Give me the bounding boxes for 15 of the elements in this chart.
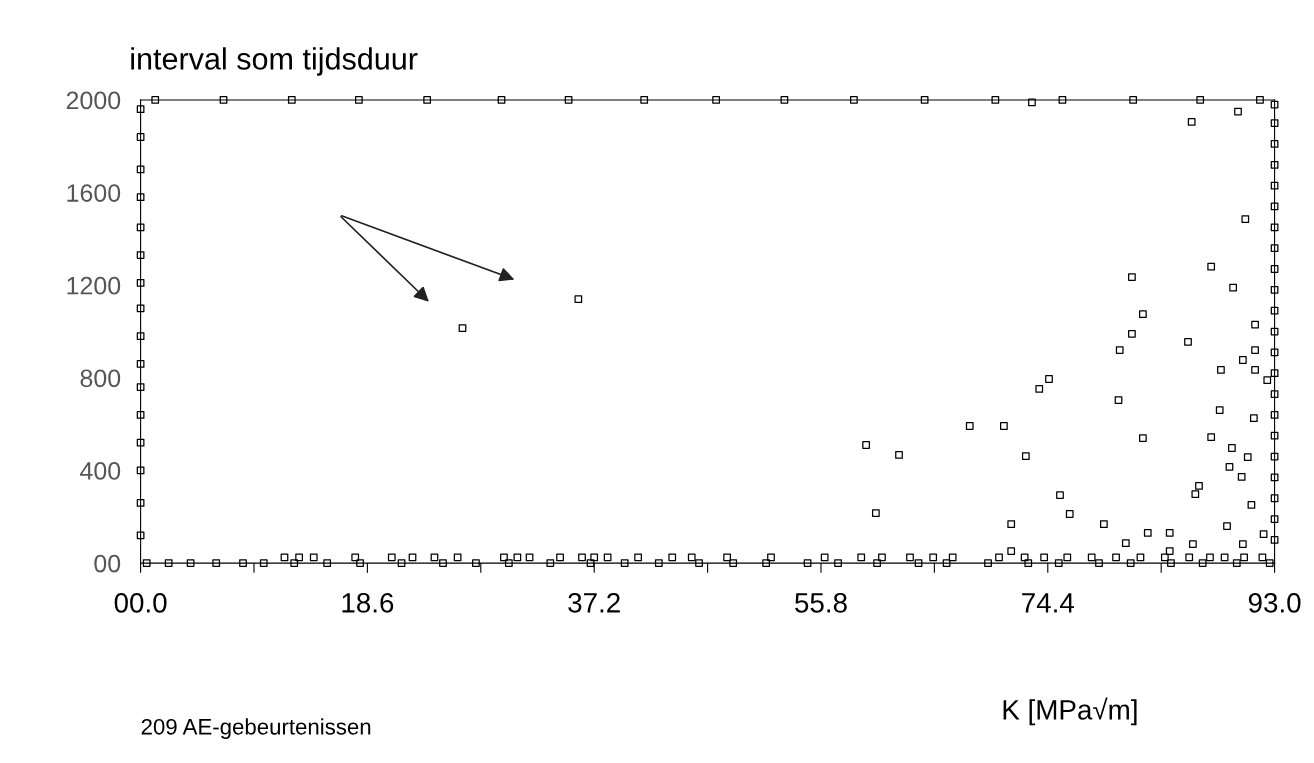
- x-tick-label: 93.0: [1248, 592, 1301, 613]
- x-tick-label: 18.6: [342, 592, 394, 613]
- x-tick-label: 37.2: [568, 592, 620, 613]
- y-tick-label: 1200: [67, 276, 121, 295]
- x-tick-label: 55.8: [795, 592, 847, 613]
- y-tick-label: 00: [94, 554, 121, 573]
- x-tick-label: 00.0: [114, 592, 167, 613]
- y-tick-label: 2000: [66, 91, 121, 110]
- y-tick-label: 1600: [67, 184, 121, 202]
- chart-title: interval som tijdsduur: [131, 47, 418, 76]
- y-tick-label: 400: [80, 462, 121, 480]
- y-tick-label: 800: [80, 369, 121, 388]
- x-axis-title: K [MPa√m]: [1003, 697, 1137, 726]
- text: 209 AE-gebeurtenissen: [141, 718, 371, 740]
- x-tick-label: 74.4: [1022, 593, 1074, 613]
